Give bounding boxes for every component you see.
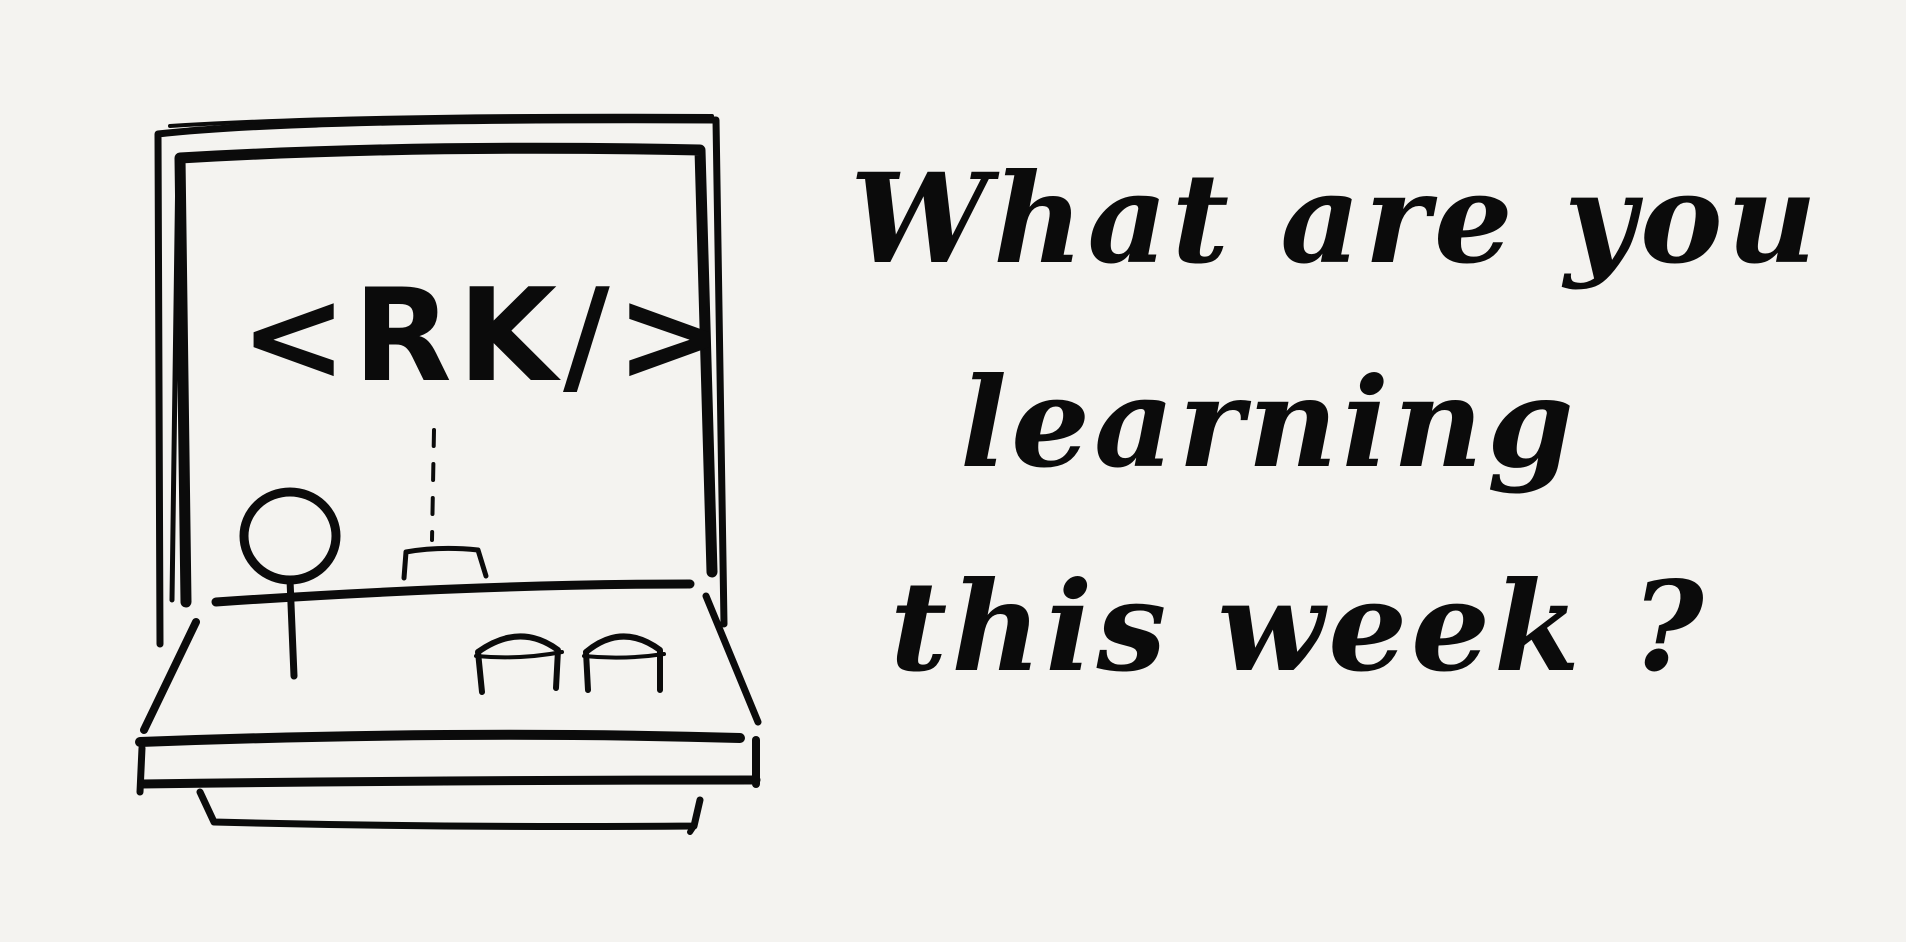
desk-object-left — [475, 633, 561, 695]
laptop-base-right-side — [702, 592, 762, 726]
laptop-base-front-top — [135, 729, 745, 747]
dashed-connector — [430, 428, 436, 542]
laptop-screen-inner-frame — [174, 142, 718, 608]
laptop-base-front-bottom — [137, 775, 761, 789]
headline-line-1: What are you — [850, 147, 1821, 292]
laptop-stand — [196, 788, 704, 830]
laptop-screen-inner-left-edge — [169, 157, 181, 603]
laptop-screen-label: <RK/> — [240, 262, 729, 411]
person-head — [239, 487, 341, 585]
laptop-screen-outer-frame-top-double — [168, 113, 714, 128]
headline: What are you learning this week ? — [850, 118, 1850, 730]
laptop-stand-right — [687, 823, 697, 835]
laptop-desk-top-edge — [211, 579, 695, 607]
desk-object-right — [583, 633, 663, 693]
headline-line-2: learning — [960, 351, 1578, 496]
desk-object-right-top — [582, 652, 666, 660]
laptop-base-left-side — [140, 618, 200, 734]
laptop-base-front-left — [136, 744, 146, 796]
desk-bump — [401, 545, 489, 581]
laptop-screen-outer-frame — [154, 116, 728, 648]
headline-line-3: this week ? — [890, 555, 1708, 700]
desk-object-left-top — [474, 650, 564, 660]
